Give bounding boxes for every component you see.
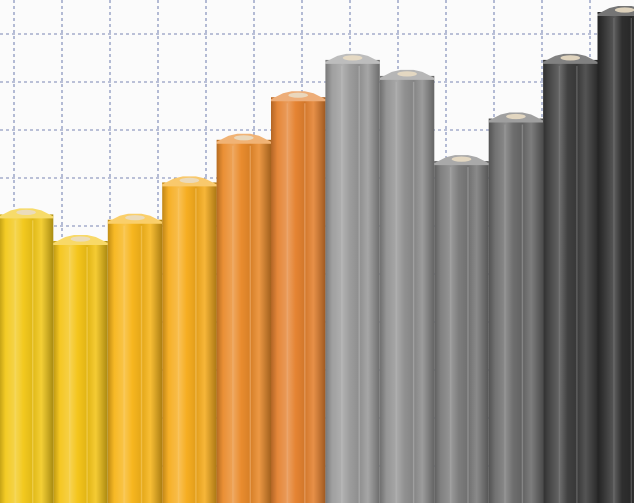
pencil-body <box>325 59 380 503</box>
pencil-body <box>0 214 54 503</box>
pencil-wood-end <box>451 156 472 162</box>
pencil-wood-end <box>397 71 417 77</box>
pencil-body <box>53 241 108 503</box>
pencil-body <box>162 182 217 503</box>
pencil-wood-end <box>614 7 634 13</box>
pencil-wood-end <box>342 55 363 61</box>
pencil-body <box>488 118 544 503</box>
pencil-body <box>434 161 489 503</box>
pencil-wood-end <box>288 92 309 98</box>
pencil-body <box>216 139 271 503</box>
pencil-wood-end <box>125 215 145 221</box>
pencil-wood-end <box>16 209 36 215</box>
pencil-wood-end <box>70 236 91 242</box>
pencil-bars <box>0 6 634 503</box>
pencil-wood-end <box>234 135 254 141</box>
pencil-body <box>379 75 435 503</box>
pencil-body <box>597 12 634 503</box>
pencil-body <box>271 97 326 503</box>
pencil-wood-end <box>506 113 526 120</box>
pencil-wood-end <box>179 177 200 183</box>
pencil-body <box>543 59 598 503</box>
pencil-body <box>107 219 163 503</box>
pencil-wood-end <box>560 55 581 61</box>
